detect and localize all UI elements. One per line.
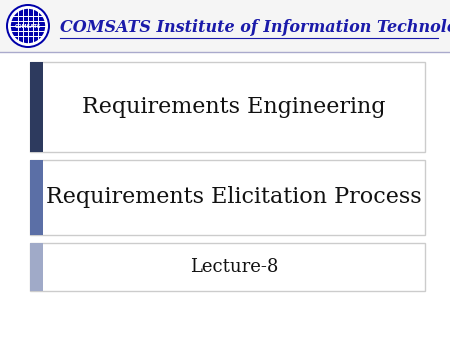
Text: Requirements Elicitation Process: Requirements Elicitation Process <box>46 187 422 209</box>
FancyBboxPatch shape <box>0 0 450 52</box>
FancyBboxPatch shape <box>30 243 425 291</box>
Circle shape <box>6 4 50 48</box>
FancyBboxPatch shape <box>30 160 425 235</box>
FancyBboxPatch shape <box>30 243 43 291</box>
Text: COMSATS: COMSATS <box>15 24 41 28</box>
Circle shape <box>8 6 48 46</box>
FancyBboxPatch shape <box>30 160 43 235</box>
FancyBboxPatch shape <box>30 62 425 152</box>
Text: Lecture-8: Lecture-8 <box>190 258 278 276</box>
FancyBboxPatch shape <box>30 62 43 152</box>
Text: COMSATS Institute of Information Technology: COMSATS Institute of Information Technol… <box>60 19 450 35</box>
Text: Requirements Engineering: Requirements Engineering <box>82 96 386 118</box>
Circle shape <box>10 8 46 44</box>
